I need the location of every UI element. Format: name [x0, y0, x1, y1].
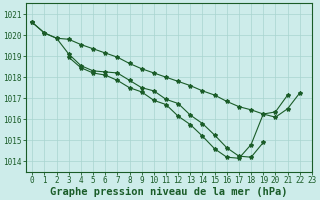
X-axis label: Graphe pression niveau de la mer (hPa): Graphe pression niveau de la mer (hPa) [50, 186, 288, 197]
